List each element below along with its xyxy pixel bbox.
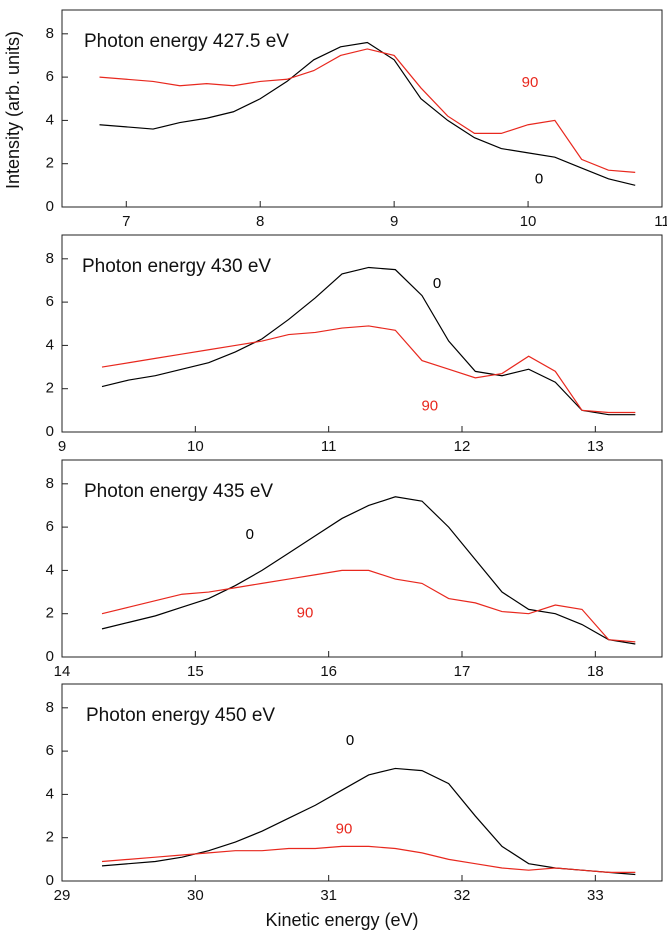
x-tick-label: 11 [654, 213, 667, 230]
y-tick-label: 4 [46, 111, 54, 128]
plot-frame [61, 683, 663, 882]
x-axis-label: Kinetic energy (eV) [265, 910, 418, 930]
y-tick-label: 2 [46, 380, 54, 397]
y-tick-label: 8 [46, 475, 54, 492]
panel-title: Photon energy 435 eV [84, 481, 273, 502]
series-label: 90 [297, 605, 314, 622]
data-line [101, 496, 636, 645]
panel-title: Photon energy 430 eV [82, 256, 271, 277]
y-tick-label: 0 [46, 648, 54, 665]
x-tick-label: 16 [320, 663, 337, 680]
series-label: 0 [346, 732, 354, 749]
plot-frame [61, 234, 663, 433]
y-tick-label: 2 [46, 605, 54, 622]
y-tick-label: 6 [46, 518, 54, 535]
x-tick-label: 11 [321, 438, 337, 455]
y-tick-label: 8 [46, 699, 54, 716]
series-label: 0 [246, 526, 254, 543]
y-axis-label: Intensity (arb. units) [3, 31, 23, 189]
x-tick-label: 31 [320, 887, 337, 904]
panel-title: Photon energy 427.5 eV [84, 31, 289, 52]
x-tick-label: 15 [187, 663, 204, 680]
data-line [101, 325, 636, 414]
x-tick-label: 14 [54, 663, 71, 680]
y-tick-label: 8 [46, 250, 54, 267]
x-tick-label: 13 [587, 438, 604, 455]
y-tick-label: 2 [46, 829, 54, 846]
x-tick-label: 9 [58, 438, 66, 455]
x-tick-label: 12 [454, 438, 471, 455]
data-line [101, 767, 636, 876]
y-tick-label: 0 [46, 198, 54, 215]
series-label: 90 [522, 74, 539, 91]
x-tick-label: 32 [454, 887, 471, 904]
y-tick-label: 0 [46, 423, 54, 440]
data-line [99, 41, 636, 186]
panel-title: Photon energy 450 eV [86, 705, 275, 726]
x-tick-label: 33 [587, 887, 604, 904]
y-tick-label: 6 [46, 742, 54, 759]
x-tick-label: 29 [54, 887, 71, 904]
x-tick-label: 9 [390, 213, 398, 230]
series-label: 90 [421, 397, 438, 414]
y-tick-label: 2 [46, 155, 54, 172]
y-tick-label: 4 [46, 561, 54, 578]
y-tick-label: 4 [46, 785, 54, 802]
series-label: 0 [535, 170, 543, 187]
x-tick-label: 10 [520, 213, 537, 230]
y-tick-label: 6 [46, 68, 54, 85]
y-tick-label: 4 [46, 336, 54, 353]
data-line [101, 569, 636, 643]
x-tick-label: 18 [587, 663, 604, 680]
series-label: 0 [433, 275, 441, 292]
data-line [101, 266, 636, 416]
y-tick-label: 0 [46, 872, 54, 889]
x-tick-label: 17 [454, 663, 471, 680]
data-line [101, 845, 636, 873]
data-line [99, 48, 636, 173]
y-tick-label: 6 [46, 293, 54, 310]
plot-frame [61, 459, 663, 658]
plot-frame [61, 9, 663, 208]
y-tick-label: 8 [46, 25, 54, 42]
x-tick-label: 10 [187, 438, 204, 455]
x-tick-label: 8 [256, 213, 264, 230]
series-label: 90 [336, 821, 353, 838]
x-tick-label: 30 [187, 887, 204, 904]
x-tick-label: 7 [122, 213, 130, 230]
